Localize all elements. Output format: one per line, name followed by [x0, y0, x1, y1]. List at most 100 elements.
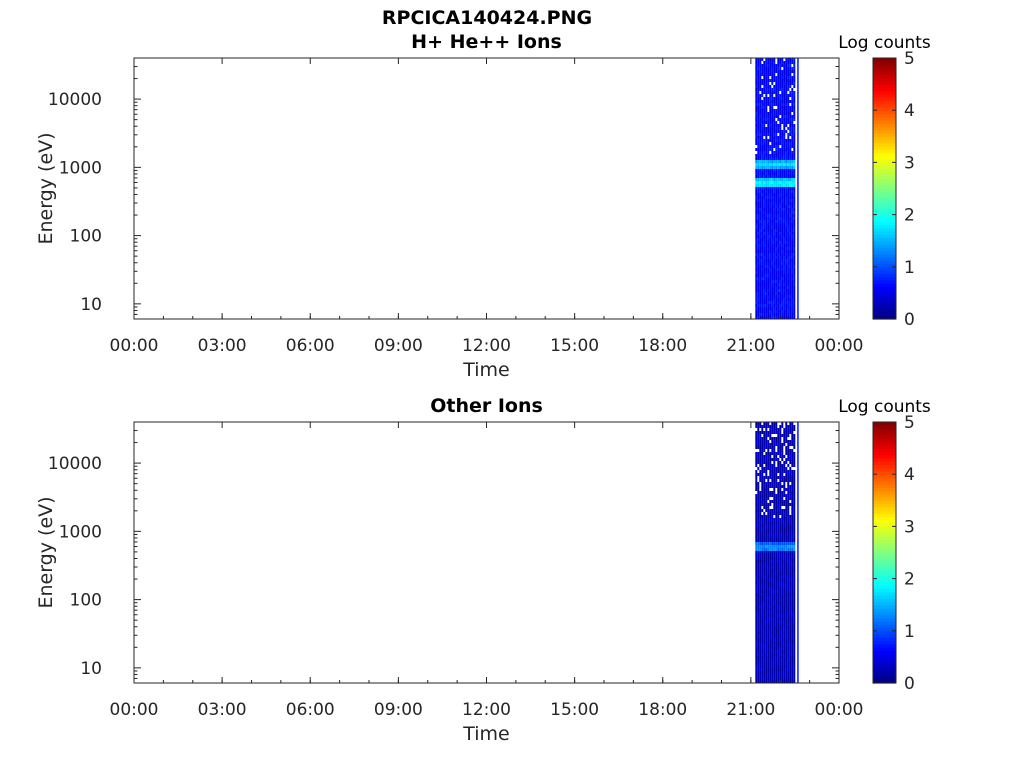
spectrogram-cell — [781, 620, 784, 623]
spectrogram-cell — [765, 623, 768, 626]
spectrogram-cell — [765, 632, 768, 635]
spectrogram-cell — [779, 205, 782, 208]
spectrogram-cell — [767, 620, 770, 623]
spectrogram-cell — [755, 653, 758, 656]
spectrogram-cell — [759, 151, 762, 154]
spectrogram-cell — [763, 602, 766, 605]
spectrogram-cell — [771, 542, 774, 545]
spectrogram-cell — [763, 545, 766, 548]
spectrogram-cell — [791, 464, 794, 467]
spectrogram-cell — [793, 539, 796, 542]
spectrogram-cell — [779, 521, 782, 524]
spectrogram-cell — [761, 160, 764, 163]
spectrogram-cell — [779, 82, 782, 85]
spectrogram-cell — [793, 494, 796, 497]
spectrogram-cell — [791, 262, 794, 265]
spectrogram-cell — [787, 142, 790, 145]
spectrogram-cell — [767, 575, 770, 578]
spectrogram-cell — [787, 464, 790, 467]
spectrogram-cell — [779, 265, 782, 268]
spectrogram-cell — [777, 467, 780, 470]
spectrogram-cell — [757, 668, 760, 671]
spectrogram-cell — [791, 208, 794, 211]
spectrogram-cell — [757, 578, 760, 581]
spectrogram-cell — [771, 659, 774, 662]
spectrogram-cell — [761, 467, 764, 470]
spectrogram-cell — [773, 295, 776, 298]
spectrogram-cell — [787, 578, 790, 581]
spectrogram-cell — [759, 106, 762, 109]
spectrogram-cell — [775, 509, 778, 512]
spectrogram-cell — [785, 665, 788, 668]
spectrogram-cell — [777, 274, 780, 277]
spectrogram-cell — [783, 593, 786, 596]
spectrogram-cell — [773, 533, 776, 536]
spectrogram-cell — [789, 578, 792, 581]
spectrogram-cell — [781, 581, 784, 584]
spectrogram-cell — [783, 659, 786, 662]
spectrogram-cell — [785, 160, 788, 163]
spectrogram-cell — [793, 659, 796, 662]
spectrogram-cell — [767, 599, 770, 602]
spectrogram-cell — [765, 560, 768, 563]
spectrogram-cell — [785, 97, 788, 100]
spectrogram-cell — [765, 265, 768, 268]
spectrogram-cell — [757, 506, 760, 509]
spectrogram-cell — [783, 464, 786, 467]
spectrogram-cell — [771, 668, 774, 671]
spectrogram-cell — [771, 136, 774, 139]
spectrogram-cell — [785, 497, 788, 500]
spectrogram-cell — [781, 518, 784, 521]
spectrogram-cell — [785, 581, 788, 584]
spectrogram-cell — [765, 431, 768, 434]
spectrogram-cell — [771, 554, 774, 557]
spectrogram-cell — [771, 235, 774, 238]
spectrogram-cell — [769, 575, 772, 578]
spectrogram-cell — [777, 515, 780, 518]
spectrogram-cell — [789, 265, 792, 268]
spectrogram-cell — [783, 680, 786, 683]
spectrogram-cell — [785, 638, 788, 641]
spectrogram-cell — [769, 130, 772, 133]
spectrogram-cell — [783, 214, 786, 217]
spectrogram-cell — [763, 61, 766, 64]
spectrogram-cell — [793, 205, 796, 208]
spectrogram-cell — [783, 151, 786, 154]
spectrogram-cell — [771, 157, 774, 160]
spectrogram-cell — [779, 563, 782, 566]
spectrogram-cell — [781, 133, 784, 136]
spectrogram-cell — [763, 458, 766, 461]
spectrogram-cell — [761, 103, 764, 106]
spectrogram-cell — [767, 178, 770, 181]
spectrogram-cell — [791, 205, 794, 208]
spectrogram-cell — [757, 241, 760, 244]
spectrogram-cell — [769, 58, 772, 61]
spectrogram-cell — [783, 578, 786, 581]
colorbar-segment — [873, 240, 896, 245]
spectrogram-cell — [785, 650, 788, 653]
spectrogram-cell — [765, 274, 768, 277]
spectrogram-cell — [783, 614, 786, 617]
spectrogram-cell — [787, 599, 790, 602]
spectrogram-cell — [767, 578, 770, 581]
colorbar-segment — [873, 523, 896, 527]
spectrogram-cell — [765, 593, 768, 596]
spectrogram-cell — [791, 566, 794, 569]
spectrogram-cell — [771, 671, 774, 674]
spectrogram-cell — [783, 265, 786, 268]
spectrogram-cell — [765, 506, 768, 509]
spectrogram-cell — [763, 109, 766, 112]
spectrogram-cell — [777, 548, 780, 551]
spectrogram-cell — [769, 500, 772, 503]
spectrogram-cell — [767, 563, 770, 566]
spectrogram-cell — [779, 545, 782, 548]
spectrogram-cell — [785, 653, 788, 656]
spectrogram-cell — [779, 614, 782, 617]
spectrogram-cell — [785, 425, 788, 428]
spectrogram-cell — [779, 136, 782, 139]
spectrogram-cell — [775, 292, 778, 295]
spectrogram-cell — [769, 190, 772, 193]
spectrogram-cell — [765, 524, 768, 527]
spectrogram-cell — [783, 187, 786, 190]
spectrogram-cell — [763, 184, 766, 187]
